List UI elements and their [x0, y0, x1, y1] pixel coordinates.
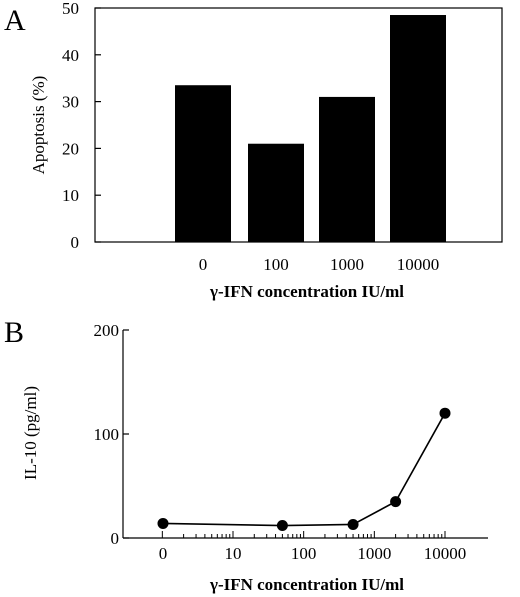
- panel-b-data-point: [439, 407, 451, 419]
- panel-b-y-axis-label: IL-10 (pg/ml): [21, 386, 40, 480]
- panel-b-x-tick-label: 10: [225, 544, 242, 563]
- panel-a-x-axis-label: γ-IFN concentration IU/ml: [209, 282, 404, 301]
- panel-b-x-tick-label: 10000: [424, 544, 467, 563]
- panel-a-y-tick-label: 20: [62, 139, 79, 158]
- panel-b-x-ticks: 0 10 100 1000 10000: [159, 531, 467, 563]
- panel-a-x-ticks: 0 100 1000 10000: [199, 255, 440, 274]
- panel-a-x-tick-label: 100: [263, 255, 289, 274]
- panel-a: A Apoptosis (%) 0 10 20 30 40 50 0 100 1000 1000…: [4, 0, 503, 301]
- panel-b-data-point: [347, 518, 359, 530]
- panel-b-y-ticks: 0 100 200: [94, 321, 129, 548]
- panel-b-y-tick-label: 200: [94, 321, 120, 340]
- panel-b-data-point: [276, 520, 288, 532]
- panel-b-y-tick-label: 0: [111, 529, 120, 548]
- panel-a-y-tick-label: 50: [62, 0, 79, 18]
- panel-b-x-axis-label: γ-IFN concentration IU/ml: [209, 575, 404, 594]
- panel-a-y-axis-label: Apoptosis (%): [29, 76, 48, 175]
- panel-b-data-point: [157, 517, 169, 529]
- panel-a-bar: [390, 15, 446, 242]
- panel-a-y-tick-label: 30: [62, 93, 79, 112]
- panel-a-x-tick-label: 0: [199, 255, 208, 274]
- panel-a-y-tick-label: 10: [62, 186, 79, 205]
- panel-a-bars: [175, 15, 446, 242]
- panel-b-label: B: [4, 316, 24, 349]
- panel-a-y-tick-label: 0: [71, 233, 80, 252]
- panel-a-y-tick-label: 40: [62, 46, 79, 65]
- panel-b-series-line: [162, 412, 446, 527]
- panel-a-x-tick-label: 10000: [397, 255, 440, 274]
- panel-a-x-tick-label: 1000: [330, 255, 364, 274]
- panel-b-x-tick-label: 1000: [357, 544, 391, 563]
- panel-b-x-tick-label: 100: [291, 544, 317, 563]
- panel-a-plot-frame: [94, 7, 503, 243]
- panel-b-x-tick-label: 0: [159, 544, 168, 563]
- panel-a-bar: [248, 143, 304, 242]
- panel-b-series: [157, 407, 451, 532]
- panel-a-bar: [175, 85, 231, 242]
- panel-b-data-point: [390, 496, 402, 508]
- panel-a-bar: [319, 96, 375, 242]
- panel-a-label: A: [4, 4, 26, 37]
- panel-b-y-tick-label: 100: [94, 425, 120, 444]
